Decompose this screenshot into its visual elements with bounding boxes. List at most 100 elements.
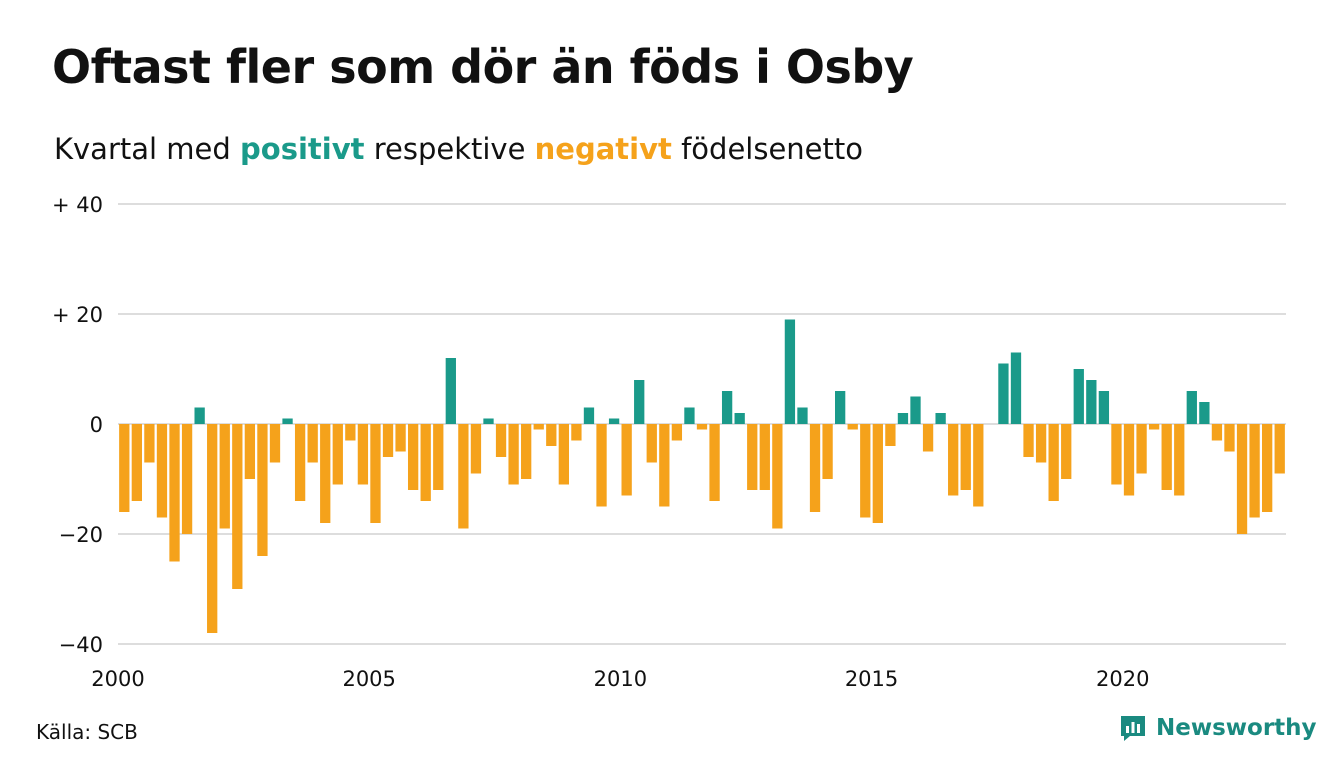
bar-negative <box>922 424 934 452</box>
bar-negative <box>1274 424 1285 474</box>
bar-negative <box>759 424 770 490</box>
bar-negative <box>257 424 268 556</box>
x-tick-label: 2010 <box>594 667 647 691</box>
bar-negative <box>156 424 168 518</box>
newsworthy-logo-icon <box>1121 716 1145 741</box>
bar-negative <box>395 424 406 452</box>
bar-negative <box>822 424 833 479</box>
bar-negative <box>671 424 683 441</box>
bar-negative <box>508 424 519 485</box>
bars <box>119 319 1285 633</box>
bar-negative <box>1123 424 1135 496</box>
y-tick-label: + 20 <box>52 303 103 327</box>
subtitle-text-pre: Kvartal med <box>54 132 231 166</box>
bar-negative <box>960 424 971 490</box>
bar-negative <box>1023 424 1034 457</box>
bar-negative <box>470 424 482 474</box>
bar-negative <box>332 424 343 485</box>
bar-positive <box>445 358 456 424</box>
bar-positive <box>910 396 921 424</box>
bar-negative <box>357 424 369 485</box>
brand-logo: Newsworthy <box>1118 713 1317 743</box>
bar-negative <box>1148 424 1160 430</box>
bar-negative <box>1262 424 1273 512</box>
bar-negative <box>320 424 331 523</box>
x-axis: 2000 2005 2010 2015 2020 <box>91 667 1149 691</box>
chart-subtitle: Kvartal med positivt respektive negativt… <box>54 132 863 166</box>
bar-negative <box>847 424 858 430</box>
subtitle-text-post: födelsenetto <box>681 132 863 166</box>
bar-negative <box>646 424 657 463</box>
source-note: Källa: SCB <box>36 720 138 744</box>
bar-negative <box>458 424 469 529</box>
bar-positive <box>1073 369 1084 424</box>
bar-negative <box>885 424 896 446</box>
bar-negative <box>860 424 871 518</box>
bar-negative <box>345 424 356 441</box>
bar-negative <box>571 424 582 441</box>
bar-positive <box>721 391 733 424</box>
bar-positive <box>897 413 909 424</box>
chart-title: Oftast fler som dör än föds i Osby <box>52 40 914 94</box>
y-tick-label: −20 <box>59 523 103 547</box>
bar-positive <box>998 363 1009 424</box>
bar-negative <box>294 424 306 501</box>
bar-negative <box>1136 424 1147 474</box>
x-tick-label: 2000 <box>91 667 144 691</box>
bar-negative <box>973 424 984 507</box>
bar-negative <box>596 424 607 507</box>
bar-negative <box>244 424 256 479</box>
bar-negative <box>709 424 720 501</box>
bar-positive <box>1098 391 1110 424</box>
bar-negative <box>495 424 507 457</box>
bar-negative <box>420 424 431 501</box>
y-tick-label: + 40 <box>52 193 103 217</box>
bar-positive <box>1086 380 1097 424</box>
bar-negative <box>659 424 670 507</box>
bar-positive <box>282 418 293 424</box>
bar-negative <box>948 424 959 496</box>
bar-negative <box>521 424 532 479</box>
bar-negative <box>219 424 230 529</box>
bar-positive <box>797 407 808 424</box>
bar-positive <box>483 418 494 424</box>
subtitle-text-mid: respektive <box>373 132 526 166</box>
bar-negative <box>546 424 557 446</box>
bar-negative <box>407 424 419 490</box>
bar-negative <box>1224 424 1235 452</box>
bar-negative <box>1111 424 1122 485</box>
bar-negative <box>772 424 783 529</box>
subtitle-negative-label: negativt <box>534 132 672 166</box>
bar-negative <box>169 424 180 562</box>
bar-negative <box>621 424 632 496</box>
bar-positive <box>734 413 745 424</box>
bar-negative <box>533 424 544 430</box>
bar-negative <box>1061 424 1072 479</box>
x-tick-label: 2015 <box>845 667 898 691</box>
bar-negative <box>1174 424 1185 496</box>
bar-negative <box>433 424 444 490</box>
bar-positive <box>684 407 695 424</box>
bar-negative <box>872 424 883 523</box>
bar-negative <box>1236 424 1248 534</box>
x-tick-label: 2020 <box>1096 667 1149 691</box>
bar-negative <box>207 424 218 633</box>
bar-negative <box>181 424 193 534</box>
bar-positive <box>1186 391 1197 424</box>
bar-negative <box>1161 424 1172 490</box>
y-axis: + 40 + 20 0 −20 −40 <box>52 193 103 657</box>
bar-negative <box>558 424 569 485</box>
bar-negative <box>370 424 381 523</box>
bar-negative <box>1035 424 1047 463</box>
bar-negative <box>809 424 821 512</box>
bar-negative <box>1048 424 1059 501</box>
bar-negative <box>1211 424 1223 441</box>
bar-positive <box>935 413 946 424</box>
bar-positive <box>608 418 620 424</box>
x-tick-label: 2005 <box>342 667 395 691</box>
y-tick-label: −40 <box>59 633 103 657</box>
bar-negative <box>119 424 130 512</box>
bar-negative <box>269 424 281 463</box>
bar-positive <box>784 319 796 424</box>
